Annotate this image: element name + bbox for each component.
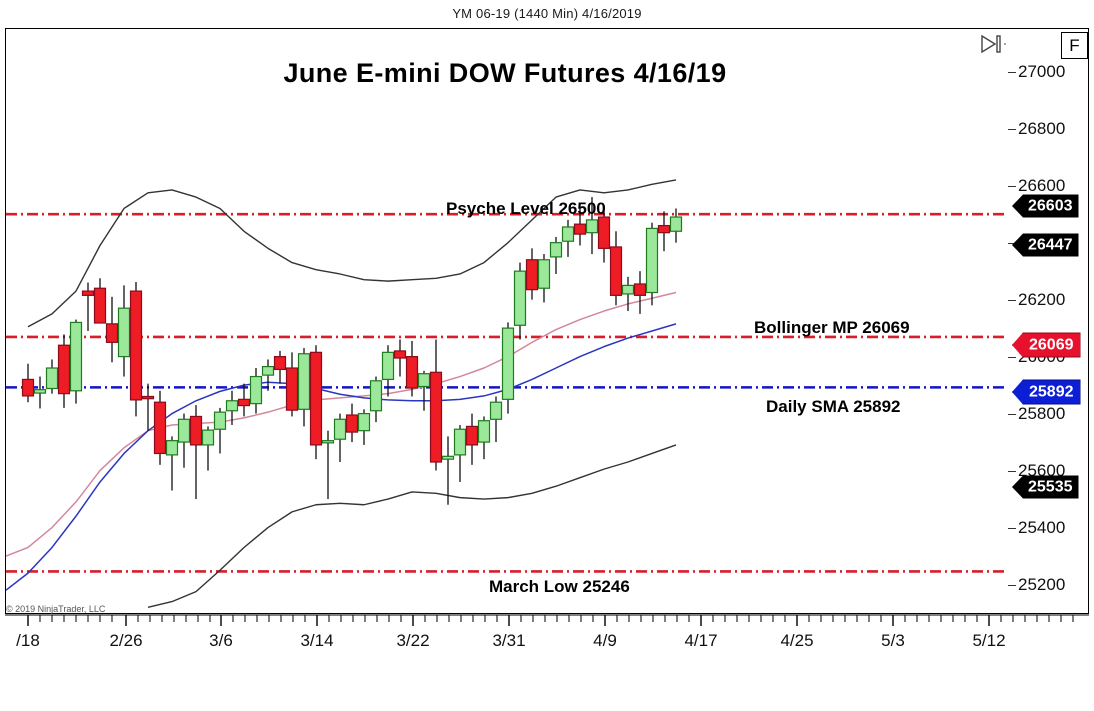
date-tick-label: 3/14 — [300, 631, 334, 650]
price-tick-26800: 26800 — [1008, 119, 1065, 139]
price-tick-25200: 25200 — [1008, 575, 1065, 595]
date-axis-ticks — [5, 614, 1089, 626]
price-tick-25400: 25400 — [1008, 518, 1065, 538]
copyright-notice: © 2019 NinjaTrader, LLC — [6, 604, 106, 614]
date-tick-label: 3/22 — [396, 631, 430, 650]
date-axis[interactable]: /18 2/26 3/6 3/14 3/22 3/31 4/9 4/17 4/25 5/3 5/12 — [5, 614, 1089, 660]
price-tick-25600: 25600 — [1008, 461, 1065, 481]
chart-annotation: March Low 25246 — [489, 577, 630, 596]
skip-to-end-icon[interactable] — [978, 32, 1006, 56]
date-tick-label: 3/6 — [209, 631, 233, 650]
price-tag-26603[interactable]: 26603 — [1012, 194, 1079, 218]
date-tick-label: 4/25 — [780, 631, 814, 650]
f-button[interactable]: F — [1061, 32, 1088, 59]
price-tag-25535[interactable]: 25535 — [1012, 475, 1079, 499]
date-tick-label: 4/17 — [684, 631, 718, 650]
price-tag-26447[interactable]: 26447 — [1012, 233, 1079, 257]
chart-annotation: Daily SMA 25892 — [766, 397, 901, 416]
chart-frame — [5, 28, 1089, 614]
date-tick-label: /18 — [16, 631, 40, 650]
date-tick-label: 2/26 — [109, 631, 143, 650]
instrument-label: YM 06-19 (1440 Min) 4/16/2019 — [452, 5, 642, 21]
candlestick-canvas — [6, 179, 1008, 608]
price-plot-area[interactable] — [6, 29, 1008, 613]
price-tag-26069[interactable]: 26069 — [1012, 332, 1081, 358]
chart-annotation: Bollinger MP 26069 — [754, 318, 910, 337]
price-tag-25892[interactable]: 25892 — [1012, 379, 1081, 405]
chart-title: June E-mini DOW Futures 4/16/19 — [283, 58, 727, 88]
price-tick-27000: 27000 — [1008, 62, 1065, 82]
price-tick-26200: 26200 — [1008, 290, 1065, 310]
date-tick-label: 5/3 — [881, 631, 905, 650]
date-tick-label: 5/12 — [972, 631, 1006, 650]
chart-annotation: Psyche Level 26500 — [446, 199, 606, 218]
price-axis[interactable]: 2700026800266002640026200260002580025600… — [1008, 29, 1094, 613]
price-tick-26600: 26600 — [1008, 176, 1065, 196]
instrument-header: YM 06-19 (1440 Min) 4/16/2019 — [0, 0, 1094, 26]
date-tick-label: 3/31 — [492, 631, 526, 650]
price-tick-25800: 25800 — [1008, 404, 1065, 424]
date-tick-label: 4/9 — [593, 631, 617, 650]
